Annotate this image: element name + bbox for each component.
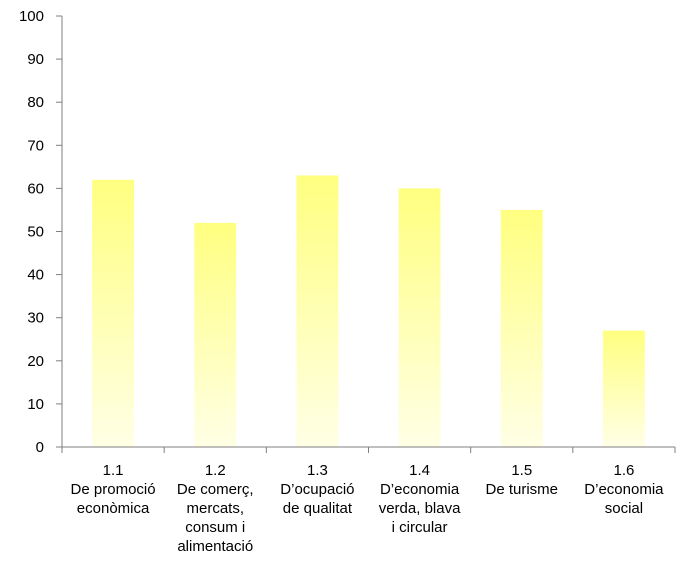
bar: [500, 209, 543, 447]
bar: [602, 330, 645, 447]
y-tick-label: 10: [27, 396, 44, 413]
x-category-label: 1.4 D’economia verda, blava i circular: [379, 462, 461, 536]
x-category-label: 1.3 D’ocupació de qualitat: [280, 462, 354, 517]
bar: [398, 188, 441, 447]
y-tick-label: 70: [27, 137, 44, 154]
y-tick-label: 100: [19, 8, 44, 25]
bar: [296, 175, 339, 447]
x-category-label: 1.1 De promoció econòmica: [71, 462, 156, 517]
y-tick-label: 0: [36, 439, 44, 456]
y-tick-label: 80: [27, 94, 44, 111]
bar: [92, 179, 135, 447]
x-category-label: 1.5 De turisme: [485, 462, 558, 498]
y-axis: 0 10 20 30 40 50 60 70 80 90 100: [19, 8, 63, 456]
x-axis: 1.1 De promoció econòmica 1.2 De comerç, merc…: [61, 446, 676, 555]
bar: [194, 222, 237, 447]
y-tick-label: 30: [27, 310, 44, 327]
y-tick-label: 40: [27, 267, 44, 284]
x-category-label: 1.2 De comerç, mercats, consum i alimentació: [177, 462, 254, 555]
y-tick-label: 90: [27, 51, 44, 68]
x-category-label: 1.6 D’economia social: [584, 462, 664, 517]
bars: [92, 175, 645, 447]
y-tick-label: 60: [27, 180, 44, 197]
y-tick-label: 50: [27, 224, 44, 241]
y-tick-label: 20: [27, 353, 44, 370]
